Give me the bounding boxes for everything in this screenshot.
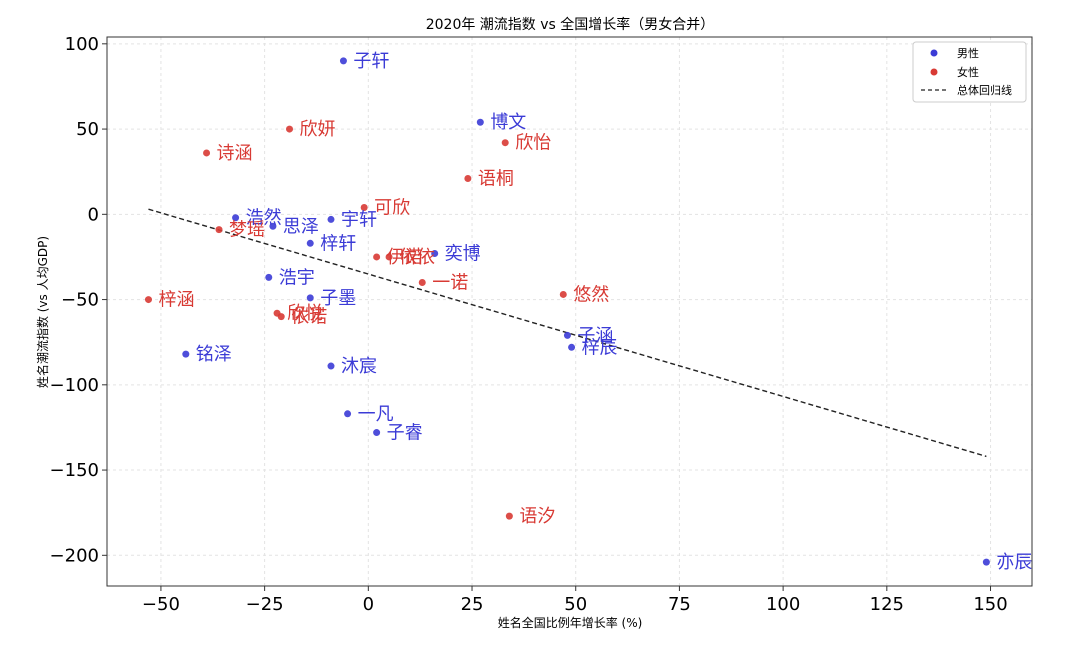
male-point	[182, 350, 190, 358]
legend-male-label: 男性	[957, 46, 979, 60]
x-tick-label: 150	[973, 594, 1007, 615]
plot-frame	[106, 36, 1033, 587]
labels-layer: 子轩博文浩然 思泽 宇轩梓轩奕博浩宇子墨铭泽沐宸 子涵梓辰一凡子睿亦辰 欣妍诗涵 欣怡语桐…	[158, 51, 1032, 573]
male-point-label: 博文	[490, 112, 526, 133]
female-point	[215, 226, 223, 234]
y-tick-label: −200	[50, 545, 99, 566]
female-point	[559, 290, 567, 298]
male-point-label: 子涵	[577, 325, 613, 346]
male-point	[431, 250, 439, 258]
female-point-label: 诗涵	[217, 143, 253, 164]
female-point-label: 悠然	[573, 284, 609, 305]
y-tick-label: 50	[76, 119, 99, 140]
legend-female-marker	[930, 68, 938, 76]
x-tick-label: 50	[564, 594, 587, 615]
x-tick-label: 25	[461, 594, 484, 615]
male-point	[476, 118, 484, 126]
legend-female-label: 女性	[957, 65, 979, 79]
female-point-label: 欣悦	[287, 303, 323, 324]
points-layer	[144, 57, 990, 566]
female-point	[464, 175, 472, 183]
female-point-label: 欣妍	[300, 119, 336, 140]
male-point	[265, 273, 273, 281]
male-point-label: 梓辰	[582, 337, 618, 358]
male-point-label: 一凡	[358, 404, 394, 425]
female-point	[203, 149, 211, 157]
female-point	[505, 512, 513, 520]
y-axis-title: 姓名潮流指数 (vs 人均GDP)	[35, 236, 50, 388]
male-point-label: 浩然	[246, 208, 282, 229]
female-point	[501, 139, 509, 147]
male-point-label: 浩宇	[279, 267, 315, 288]
female-point-label: 欣怡	[515, 133, 551, 154]
female-point	[418, 279, 426, 287]
y-axis-ticks: 100 50 0 −50 −100 −150 −200	[50, 34, 107, 566]
female-point-label: 一诺	[432, 273, 468, 294]
female-point-label: 语汐	[519, 506, 555, 527]
x-tick-label: 125	[870, 594, 904, 615]
female-point-label: 可欣	[374, 197, 410, 218]
y-tick-label: −50	[61, 290, 99, 311]
legend-regression-label: 总体回归线	[957, 83, 1012, 97]
legend: 男性 女性 总体回归线	[912, 41, 1027, 103]
male-point	[982, 558, 990, 566]
male-point	[563, 331, 571, 339]
y-tick-label: −100	[50, 375, 99, 396]
female-point	[360, 203, 368, 211]
male-point-label: 沐宸	[341, 356, 377, 377]
female-point-label: 依诺	[291, 307, 327, 328]
male-point	[568, 343, 576, 351]
male-point	[373, 429, 381, 437]
female-point-label: 语桐	[478, 169, 514, 190]
male-point-label: 子轩	[353, 51, 389, 72]
x-axis-ticks: −50 −25 0 25 50 75 100 125 150	[142, 586, 1008, 615]
female-point	[385, 253, 393, 261]
female-point	[144, 296, 152, 304]
female-point-label: 梦瑶	[229, 220, 265, 241]
x-tick-label: −50	[142, 594, 180, 615]
male-point	[344, 410, 352, 418]
legend-male-marker	[930, 49, 938, 57]
male-point	[269, 222, 277, 230]
female-point-label: 伊诺	[387, 247, 423, 268]
chart-title: 2020年 潮流指数 vs 全国增长率（男女合并）	[426, 16, 715, 33]
male-point-label: 梓轩	[320, 233, 356, 254]
male-point-label: 宇轩	[341, 209, 377, 230]
x-axis-title: 姓名全国比例年增长率 (%)	[498, 615, 643, 630]
male-point	[306, 294, 314, 302]
y-tick-label: 0	[88, 204, 99, 225]
male-point-label: 子墨	[320, 288, 356, 309]
male-point	[339, 57, 347, 65]
legend-box	[912, 41, 1027, 103]
female-point	[286, 125, 294, 133]
y-tick-label: −150	[50, 460, 99, 481]
x-tick-label: 100	[766, 594, 800, 615]
x-tick-label: −25	[246, 594, 284, 615]
male-point-label: 铭泽	[196, 344, 232, 365]
y-tick-label: 100	[65, 34, 99, 55]
female-point	[373, 253, 381, 261]
female-point-label: 梓涵	[158, 290, 194, 311]
male-point	[327, 362, 335, 370]
male-point	[306, 239, 314, 247]
male-point	[327, 215, 335, 223]
male-point	[232, 214, 240, 222]
female-point-label: 依依	[399, 247, 435, 268]
grid-lines	[107, 37, 1032, 586]
x-tick-label: 75	[668, 594, 691, 615]
x-tick-label: 0	[363, 594, 374, 615]
female-point	[277, 313, 285, 321]
male-point-label: 亦辰	[996, 552, 1032, 573]
male-point-label: 思泽	[283, 216, 319, 237]
male-point-label: 奕博	[445, 244, 481, 265]
male-point-label: 子睿	[387, 423, 423, 444]
